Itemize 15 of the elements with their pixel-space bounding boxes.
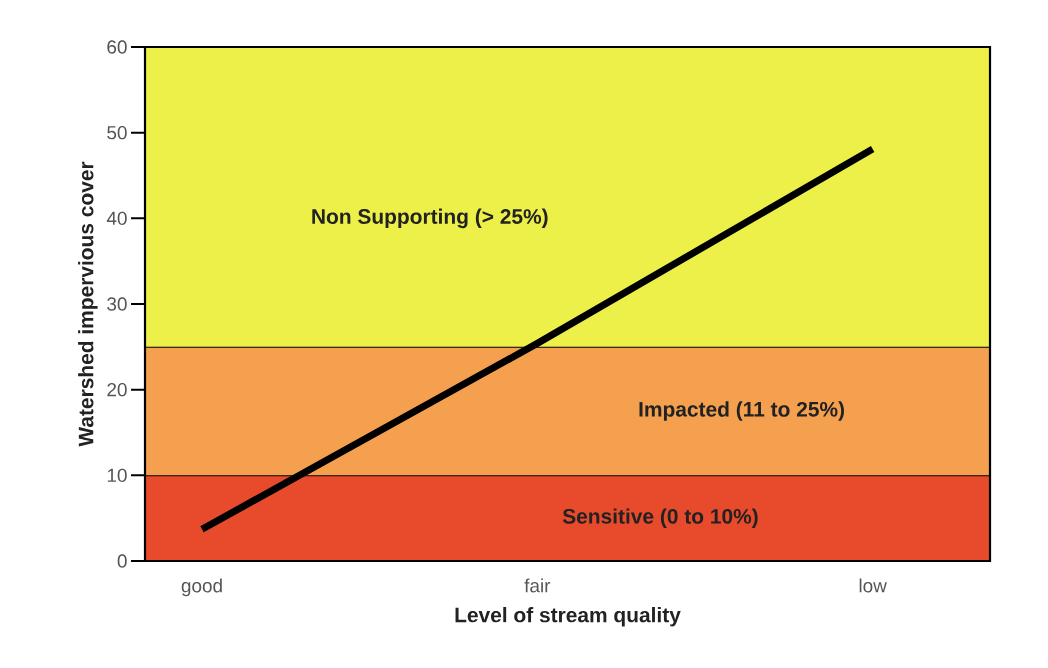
y-tick-label: 60 bbox=[107, 40, 127, 54]
y-tick-label: 40 bbox=[106, 211, 127, 226]
band-label: Non Supporting (> 25%) bbox=[312, 208, 548, 229]
band-label: Sensitive (0 to 10%) bbox=[562, 508, 758, 528]
y-tick-label: 20 bbox=[107, 382, 127, 397]
x-tick-label: fair bbox=[524, 578, 551, 593]
x-tick-label: low bbox=[859, 578, 887, 593]
y-tick-label: 50 bbox=[107, 125, 127, 140]
y-tick-label: 0 bbox=[117, 554, 127, 568]
y-axis-title: Watershed impervious cover bbox=[78, 161, 98, 447]
y-tick-label: 10 bbox=[107, 468, 127, 483]
y-tick-label: 30 bbox=[107, 297, 127, 311]
x-tick-label: good bbox=[181, 578, 222, 597]
x-axis-title: Level of stream quality bbox=[455, 607, 681, 627]
band-label: Impacted (11 to 25%) bbox=[639, 401, 844, 421]
